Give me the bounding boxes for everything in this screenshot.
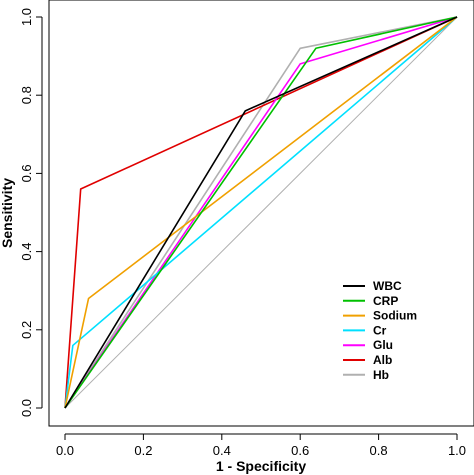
y-tick-label: 0.8 <box>19 86 34 104</box>
legend-label-glu: Glu <box>373 338 393 352</box>
series-line-alb <box>64 16 458 409</box>
y-tick-label: 0.6 <box>19 164 34 182</box>
x-tick-label: 0.8 <box>370 443 388 458</box>
legend-label-wbc: WBC <box>373 279 402 293</box>
y-tick-label: 1.0 <box>19 8 34 26</box>
x-axis-title: 1 - Specificity <box>216 458 306 474</box>
legend-label-alb: Alb <box>373 353 392 367</box>
y-axis-title: Sensitivity <box>0 178 15 248</box>
series-line-wbc <box>64 16 458 409</box>
x-tick-label: 0.2 <box>134 443 152 458</box>
series-line-glu <box>64 16 458 409</box>
x-tick-label: 1.0 <box>448 443 466 458</box>
y-tick-label: 0.0 <box>19 399 34 417</box>
series-line-sodium <box>64 16 458 409</box>
reference-diagonal-line <box>64 16 458 409</box>
legend-label-crp: CRP <box>373 294 398 308</box>
x-tick-label: 0.0 <box>56 443 74 458</box>
legend-label-sodium: Sodium <box>373 309 417 323</box>
x-tick-label: 0.4 <box>213 443 231 458</box>
legend-label-cr: Cr <box>373 323 387 337</box>
series-line-hb <box>64 16 458 409</box>
y-tick-label: 0.2 <box>19 321 34 339</box>
reference-diagonal-layer <box>64 16 458 409</box>
legend-label-hb: Hb <box>373 368 389 382</box>
series-line-crp <box>64 16 458 409</box>
series-line-cr <box>64 16 458 409</box>
x-axis: 0.0 0.2 0.4 0.6 0.8 1.0 <box>56 433 466 458</box>
y-axis: 0.0 0.2 0.4 0.6 0.8 1.0 <box>19 8 43 417</box>
plot-border <box>48 0 474 427</box>
series-layer <box>64 16 458 409</box>
x-tick-label: 0.6 <box>291 443 309 458</box>
y-tick-label: 0.4 <box>19 243 34 261</box>
